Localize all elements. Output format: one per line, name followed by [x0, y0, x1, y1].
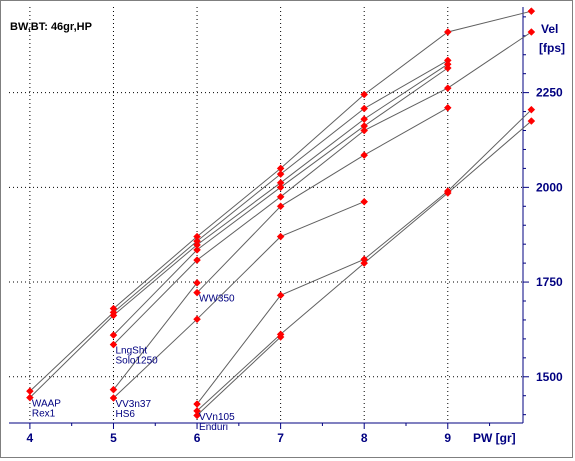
data-point: [276, 183, 285, 192]
data-point: [360, 126, 369, 135]
data-point: [360, 115, 369, 123]
data-point: [360, 259, 369, 267]
series-line: [113, 31, 532, 345]
x-tick-label: 9: [444, 431, 451, 445]
series-line: [113, 282, 198, 391]
data-point: [443, 84, 452, 92]
data-point: [443, 103, 452, 112]
data-point: [527, 105, 536, 114]
x-tick-label: 6: [194, 431, 201, 445]
x-axis-label: PW [gr]: [473, 431, 516, 445]
y-axis-label: Vel: [541, 22, 558, 36]
chart-title: BW,BT: 46gr,HP: [10, 21, 92, 33]
data-point: [443, 64, 452, 72]
series-line: [113, 10, 532, 309]
x-tick-label: 4: [27, 431, 34, 445]
data-point: [443, 28, 452, 36]
data-point: [276, 291, 285, 300]
point-annotation: Rex1: [32, 409, 56, 420]
data-point: [193, 411, 201, 420]
x-tick-label: 5: [110, 431, 117, 445]
y-axis-unit: [fps]: [539, 41, 565, 55]
data-point: [193, 256, 201, 264]
data-point: [276, 232, 285, 241]
y-tick-label: 1750: [536, 275, 563, 289]
data-point: [360, 197, 369, 206]
data-point: [276, 202, 285, 211]
data-point: [109, 311, 118, 320]
data-point: [193, 288, 201, 297]
series-line: [29, 63, 449, 398]
y-tick-label: 2000: [536, 180, 563, 194]
series-line: [113, 201, 365, 399]
data-point: [276, 170, 285, 178]
data-point: [276, 192, 285, 201]
data-point: [109, 394, 118, 402]
data-point: [276, 333, 285, 341]
data-point: [527, 28, 536, 36]
axis-layer: 4 5 6 7 8 9 1500 1750 2000 2250: [9, 7, 563, 445]
data-point: [360, 104, 369, 113]
point-annotation: LngSht: [115, 346, 147, 357]
data-point: [527, 117, 536, 125]
data-point: [527, 7, 536, 16]
series-points: [26, 7, 536, 420]
data-point: [443, 189, 452, 197]
data-point: [360, 90, 369, 99]
point-annotation: VVn105: [199, 412, 235, 423]
point-annotation: WAAP: [32, 399, 61, 410]
data-point: [193, 315, 201, 324]
data-point: [360, 151, 369, 159]
data-point: [193, 278, 201, 287]
y-tick-label: 1500: [536, 370, 563, 384]
data-point: [26, 393, 34, 402]
point-annotation: Enduri: [199, 422, 228, 433]
data-point: [109, 331, 118, 339]
point-annotation: WW350: [199, 294, 235, 305]
data-point: [193, 246, 201, 254]
x-tick-label: 7: [277, 431, 284, 445]
grid-layer: [9, 7, 523, 423]
series-lines: [29, 10, 532, 416]
data-point: [109, 340, 118, 349]
point-annotation: VV3n37: [115, 399, 151, 410]
data-point: [109, 385, 118, 394]
y-tick-label: 2250: [536, 86, 563, 100]
series-line: [196, 107, 449, 294]
point-annotation: Solo1250: [115, 356, 158, 367]
series-line: [196, 336, 281, 416]
point-annotation: HS6: [115, 409, 135, 420]
x-tick-label: 8: [361, 431, 368, 445]
series-line: [29, 59, 449, 392]
